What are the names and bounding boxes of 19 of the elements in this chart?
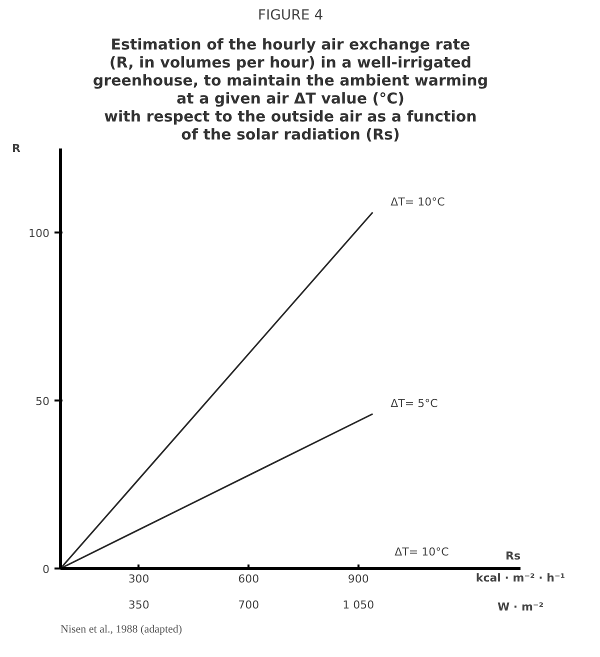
y-axis-title: R [12,142,22,155]
x2-tick-label: 350 [128,598,150,612]
x-tick-label: 600 [238,572,260,586]
series-label: ΔT= 10°C [390,195,446,208]
y-tick-label: 50 [36,395,50,408]
x-tick-label: 900 [348,572,369,586]
x2-axis-title: W · m⁻² [497,600,544,614]
chart-subtitle: Estimation of the hourly air exchange rate (R, in volumes per hour) in a well-irrigated greenhouse, to maintain the ambient warming at a given air ΔT value (°C) with respect to the outside air as a function of the solar radiation (Rs) [92,36,488,144]
x-tick-label: 300 [128,572,150,586]
x2-tick-label: 1 050 [342,598,374,612]
y-tick-label: 0 [42,563,50,576]
annotation: Rs [505,550,521,562]
annotation: ΔT= 10°C [394,546,450,558]
x2-tick-label: 700 [238,598,260,612]
text: Nisen et al., 1988 (adapted) [60,624,182,636]
y-tick-label: 100 [28,227,50,240]
x-axis-title: kcal · m⁻² · h⁻¹ [476,572,566,584]
series-label: ΔT= 5°C [390,396,438,410]
chart-title: FIGURE 4 [258,8,324,24]
